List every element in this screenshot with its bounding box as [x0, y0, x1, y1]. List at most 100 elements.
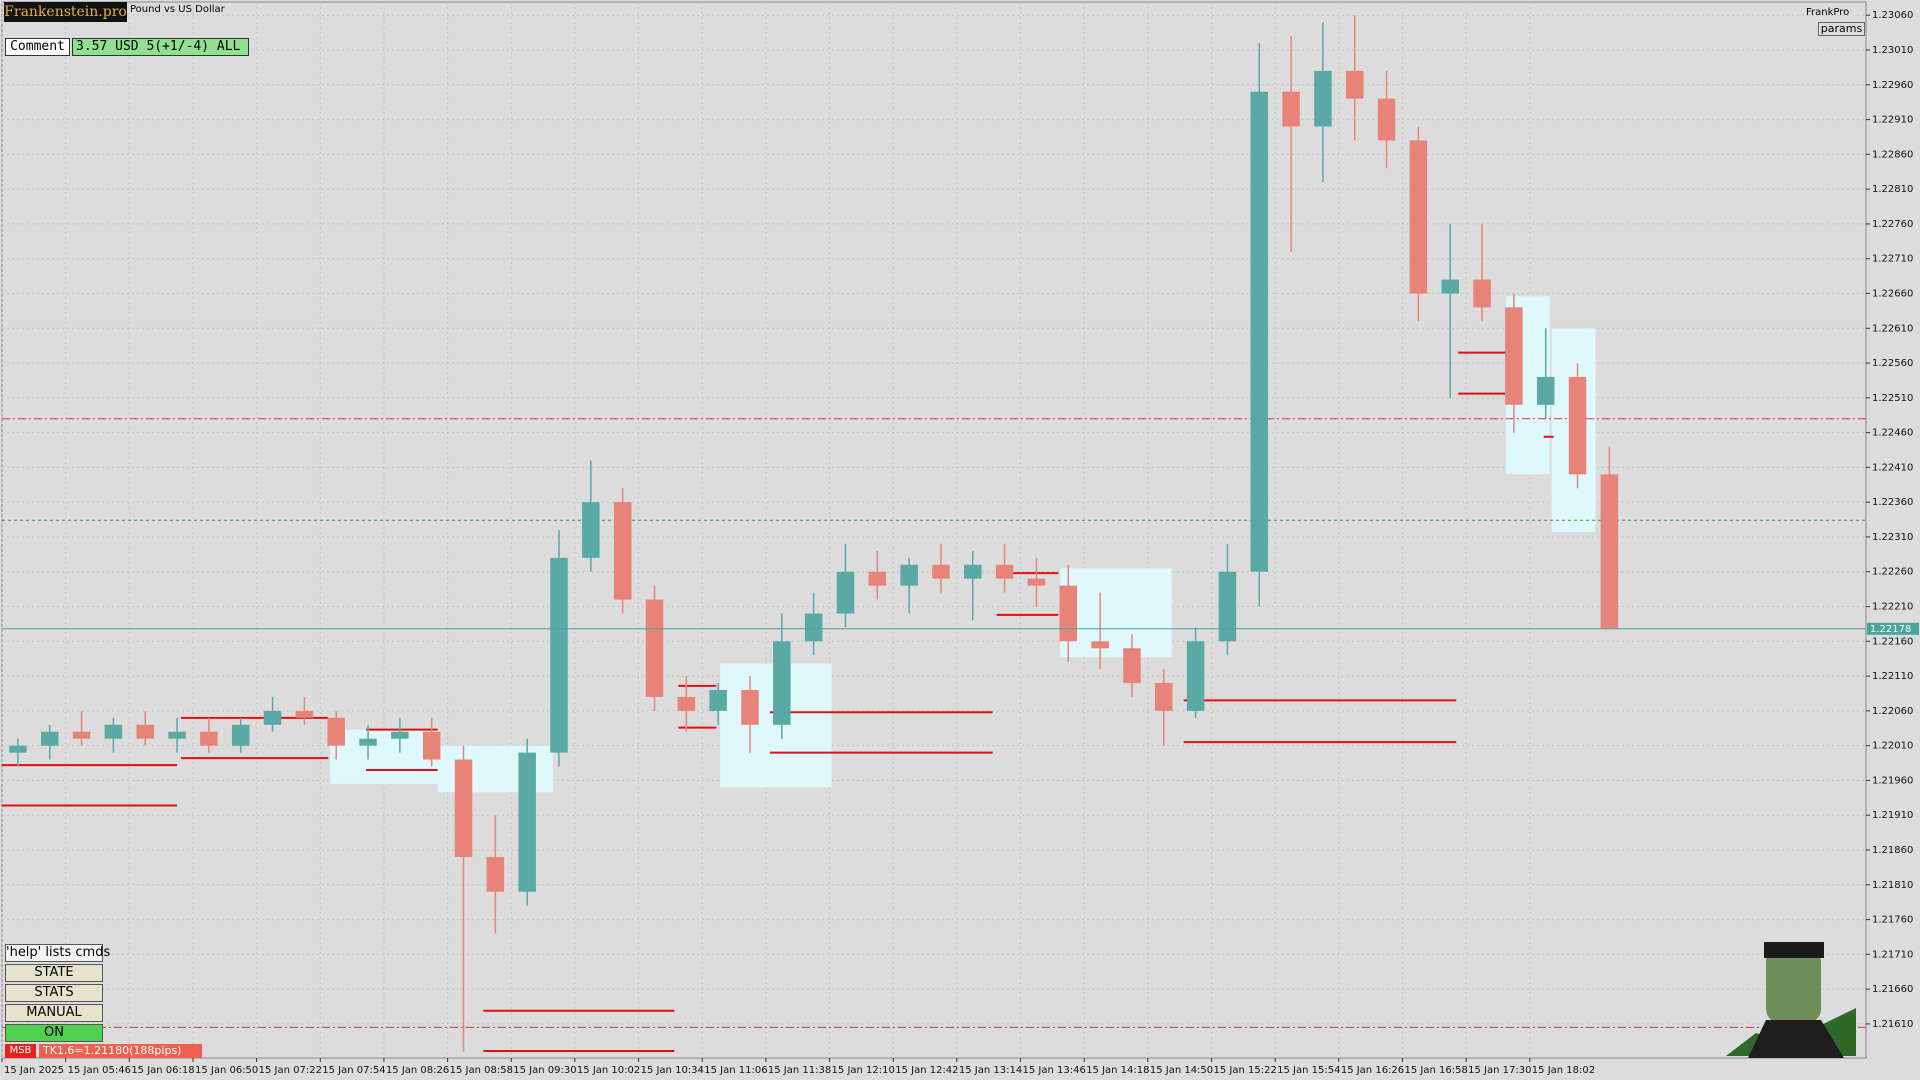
candle-body — [104, 724, 123, 739]
y-tick-label: 1.22060 — [1872, 706, 1913, 717]
y-tick-label: 1.21660 — [1872, 984, 1913, 995]
mascot-art — [1726, 942, 1856, 1058]
x-tick-label: 15 Jan 07:22 — [259, 1065, 322, 1076]
y-tick-label: 1.22160 — [1872, 636, 1913, 647]
y-tick-label: 1.22360 — [1872, 497, 1913, 508]
mascot — [1726, 938, 1856, 1058]
x-tick-label: 15 Jan 10:02 — [577, 1065, 640, 1076]
candle-body — [582, 502, 600, 558]
candle-body — [964, 564, 982, 579]
stats-button[interactable]: STATS — [5, 984, 103, 1002]
candle-body — [932, 564, 950, 579]
candle-body — [868, 571, 887, 586]
symbol-title: Pound vs US Dollar — [130, 4, 225, 15]
y-tick-label: 1.22110 — [1872, 671, 1913, 682]
y-tick-label: 1.21960 — [1872, 775, 1913, 786]
x-tick-label: 15 Jan 18:02 — [1532, 1065, 1595, 1076]
comment-value: 3.57 USD 5(+1/-4) ALL — [72, 38, 249, 56]
y-tick-label: 1.22760 — [1872, 219, 1913, 230]
candle-body — [1473, 279, 1491, 308]
y-tick-label: 1.21610 — [1872, 1019, 1913, 1030]
y-tick-label: 1.22660 — [1872, 288, 1913, 299]
candle-body — [1409, 140, 1428, 294]
y-tick-label: 1.22510 — [1872, 393, 1913, 404]
manual-button[interactable]: MANUAL — [5, 1004, 103, 1022]
x-tick-label: 15 Jan 08:58 — [450, 1065, 513, 1076]
candle-body — [327, 717, 345, 746]
candle-body — [1059, 585, 1078, 642]
x-tick-label: 15 Jan 13:14 — [959, 1065, 1022, 1076]
candle-body — [200, 731, 218, 746]
candle-body — [422, 731, 441, 760]
y-tick-label: 1.21760 — [1872, 915, 1913, 926]
y-tick-label: 1.22410 — [1872, 462, 1913, 473]
candle-body — [231, 724, 250, 746]
mascot-hair — [1764, 942, 1824, 958]
candle-body — [1091, 641, 1109, 649]
y-tick-label: 1.22810 — [1872, 184, 1913, 195]
y-tick-label: 1.22310 — [1872, 532, 1913, 543]
candle-body — [677, 696, 696, 711]
x-tick-label: 15 Jan 14:50 — [1150, 1065, 1213, 1076]
candle-body — [486, 856, 505, 892]
x-tick-label: 15 Jan 16:26 — [1341, 1065, 1404, 1076]
y-tick-label: 1.22860 — [1872, 149, 1913, 160]
x-tick-label: 15 Jan 14:18 — [1086, 1065, 1149, 1076]
x-tick-label: 15 Jan 15:54 — [1277, 1065, 1340, 1076]
mascot-body — [1748, 1020, 1844, 1058]
candle-body — [9, 745, 27, 753]
x-tick-label: 15 Jan 17:30 — [1468, 1065, 1531, 1076]
mascot-face — [1766, 948, 1821, 1023]
x-tick-label: 15 Jan 2025 — [4, 1065, 64, 1076]
x-tick-label: 15 Jan 15:22 — [1214, 1065, 1277, 1076]
y-tick-label: 1.22560 — [1872, 358, 1913, 369]
candle-body — [136, 724, 154, 739]
candle-body — [263, 710, 282, 725]
y-tick-label: 1.22260 — [1872, 567, 1913, 578]
candle-body — [836, 571, 855, 614]
candle-body — [1218, 571, 1237, 642]
x-tick-label: 15 Jan 16:58 — [1404, 1065, 1467, 1076]
x-tick-label: 15 Jan 11:38 — [768, 1065, 831, 1076]
y-tick-label: 1.21860 — [1872, 845, 1913, 856]
state-button[interactable]: STATE — [5, 964, 103, 982]
y-tick-label: 1.22460 — [1872, 428, 1913, 439]
candle-body — [773, 641, 791, 725]
candle-body — [1568, 376, 1587, 475]
zone — [1060, 568, 1172, 658]
candle-body — [1155, 683, 1173, 711]
y-tick-label: 1.23010 — [1872, 45, 1913, 56]
y-tick-label: 1.21810 — [1872, 880, 1913, 891]
user-name: FrankPro — [1806, 7, 1850, 18]
candle-body — [40, 731, 59, 746]
y-tick-label: 1.23060 — [1872, 10, 1913, 21]
candle-body — [518, 752, 536, 892]
x-tick-label: 15 Jan 05:46 — [68, 1065, 131, 1076]
y-tick-label: 1.21910 — [1872, 810, 1913, 821]
candle-body — [359, 738, 377, 746]
help-button[interactable]: 'help' lists cmds — [5, 944, 111, 962]
on-button[interactable]: ON — [5, 1024, 103, 1042]
zone — [330, 729, 438, 784]
params-button[interactable]: params — [1818, 22, 1865, 36]
x-tick-label: 15 Jan 06:18 — [131, 1065, 194, 1076]
candle-body — [645, 599, 664, 697]
candle-body — [454, 759, 473, 857]
x-tick-label: 15 Jan 13:46 — [1023, 1065, 1086, 1076]
candle-body — [804, 613, 823, 642]
status-text: TK1.6=1.21180(188pips) — [39, 1044, 202, 1058]
last-price-label: 1.22178 — [1870, 624, 1911, 635]
candle-body — [613, 502, 632, 600]
candle-body — [1536, 376, 1555, 405]
candle-body — [1441, 279, 1459, 294]
candle-body — [1027, 578, 1046, 586]
x-tick-label: 15 Jan 12:42 — [895, 1065, 958, 1076]
y-tick-label: 1.22710 — [1872, 254, 1913, 265]
candle-body — [391, 731, 409, 739]
candle-body — [1345, 70, 1364, 99]
candle-body — [1123, 648, 1141, 684]
brand-badge[interactable]: Frankenstein.pro — [4, 2, 127, 22]
candle-body — [900, 564, 918, 586]
